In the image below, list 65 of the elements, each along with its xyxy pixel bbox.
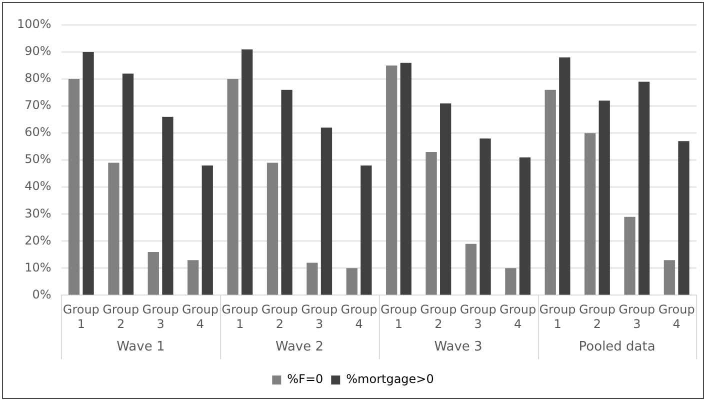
y-tick-label: 50% bbox=[24, 152, 52, 166]
y-tick-label: 30% bbox=[24, 206, 52, 220]
x-tick-label: Group 4 bbox=[182, 302, 219, 331]
text: Wave 1 bbox=[116, 340, 165, 355]
bar bbox=[664, 260, 676, 295]
x-tick-label: Group 1 bbox=[62, 302, 100, 331]
bar bbox=[519, 157, 531, 295]
bar bbox=[678, 141, 690, 295]
text: Wave 2 bbox=[275, 340, 324, 355]
bar bbox=[242, 49, 253, 295]
bar bbox=[386, 66, 398, 295]
y-tick-label: 60% bbox=[24, 125, 52, 140]
bar bbox=[400, 62, 412, 295]
x-tick-label: Group 3 bbox=[618, 302, 656, 331]
bar bbox=[281, 90, 292, 295]
x-tick-label: Group 4 bbox=[658, 302, 695, 331]
bar bbox=[68, 79, 80, 295]
bar bbox=[584, 133, 596, 295]
y-tick-label: 90% bbox=[24, 44, 52, 58]
bar bbox=[320, 128, 332, 295]
bar bbox=[440, 103, 452, 295]
bar bbox=[598, 100, 610, 295]
bar bbox=[266, 162, 278, 295]
bar bbox=[306, 262, 318, 295]
bar bbox=[559, 57, 570, 295]
bar bbox=[426, 152, 437, 295]
y-tick-label: 100% bbox=[16, 17, 52, 32]
bar bbox=[82, 52, 94, 295]
y-tick-label: 0% bbox=[32, 287, 52, 302]
x-tick-label: Group 2 bbox=[578, 302, 616, 331]
bar bbox=[544, 90, 556, 295]
x-tick-label: Group 2 bbox=[261, 302, 298, 331]
bar bbox=[624, 216, 636, 295]
x-tick-label: Group 4 bbox=[500, 302, 536, 331]
x-tick-label: Group 2 bbox=[102, 302, 140, 331]
x-tick-label: Group 3 bbox=[460, 302, 496, 331]
y-tick-label: 80% bbox=[24, 71, 52, 86]
x-tick-label: Group 1 bbox=[380, 302, 418, 331]
bar bbox=[346, 268, 358, 295]
x-tick-label: Group 3 bbox=[301, 302, 338, 331]
bar bbox=[227, 79, 238, 295]
x-tick-label: Group 1 bbox=[222, 302, 258, 331]
bar bbox=[505, 268, 516, 295]
bar bbox=[162, 116, 174, 295]
y-tick-label: 20% bbox=[24, 233, 52, 248]
x-tick-label: Group 1 bbox=[539, 302, 576, 331]
bar bbox=[202, 166, 213, 295]
bar bbox=[122, 74, 134, 295]
bar bbox=[465, 244, 477, 295]
legend-label: %mortgage>0 bbox=[346, 372, 434, 386]
bar bbox=[188, 260, 199, 295]
bar bbox=[108, 162, 120, 295]
bar bbox=[480, 138, 491, 295]
bar bbox=[360, 166, 372, 295]
text: Pooled data bbox=[578, 340, 656, 355]
x-tick-label: Group 2 bbox=[420, 302, 457, 331]
y-tick-label: 70% bbox=[24, 98, 52, 112]
text: Wave 3 bbox=[434, 340, 482, 355]
y-tick-label: 40% bbox=[24, 179, 52, 194]
bar bbox=[638, 82, 650, 295]
legend-label: %F=0 bbox=[287, 372, 324, 386]
x-tick-label: Group 3 bbox=[142, 302, 179, 331]
x-tick-label: Group 4 bbox=[340, 302, 378, 331]
y-tick-label: 10% bbox=[24, 260, 52, 274]
bar bbox=[148, 252, 159, 295]
